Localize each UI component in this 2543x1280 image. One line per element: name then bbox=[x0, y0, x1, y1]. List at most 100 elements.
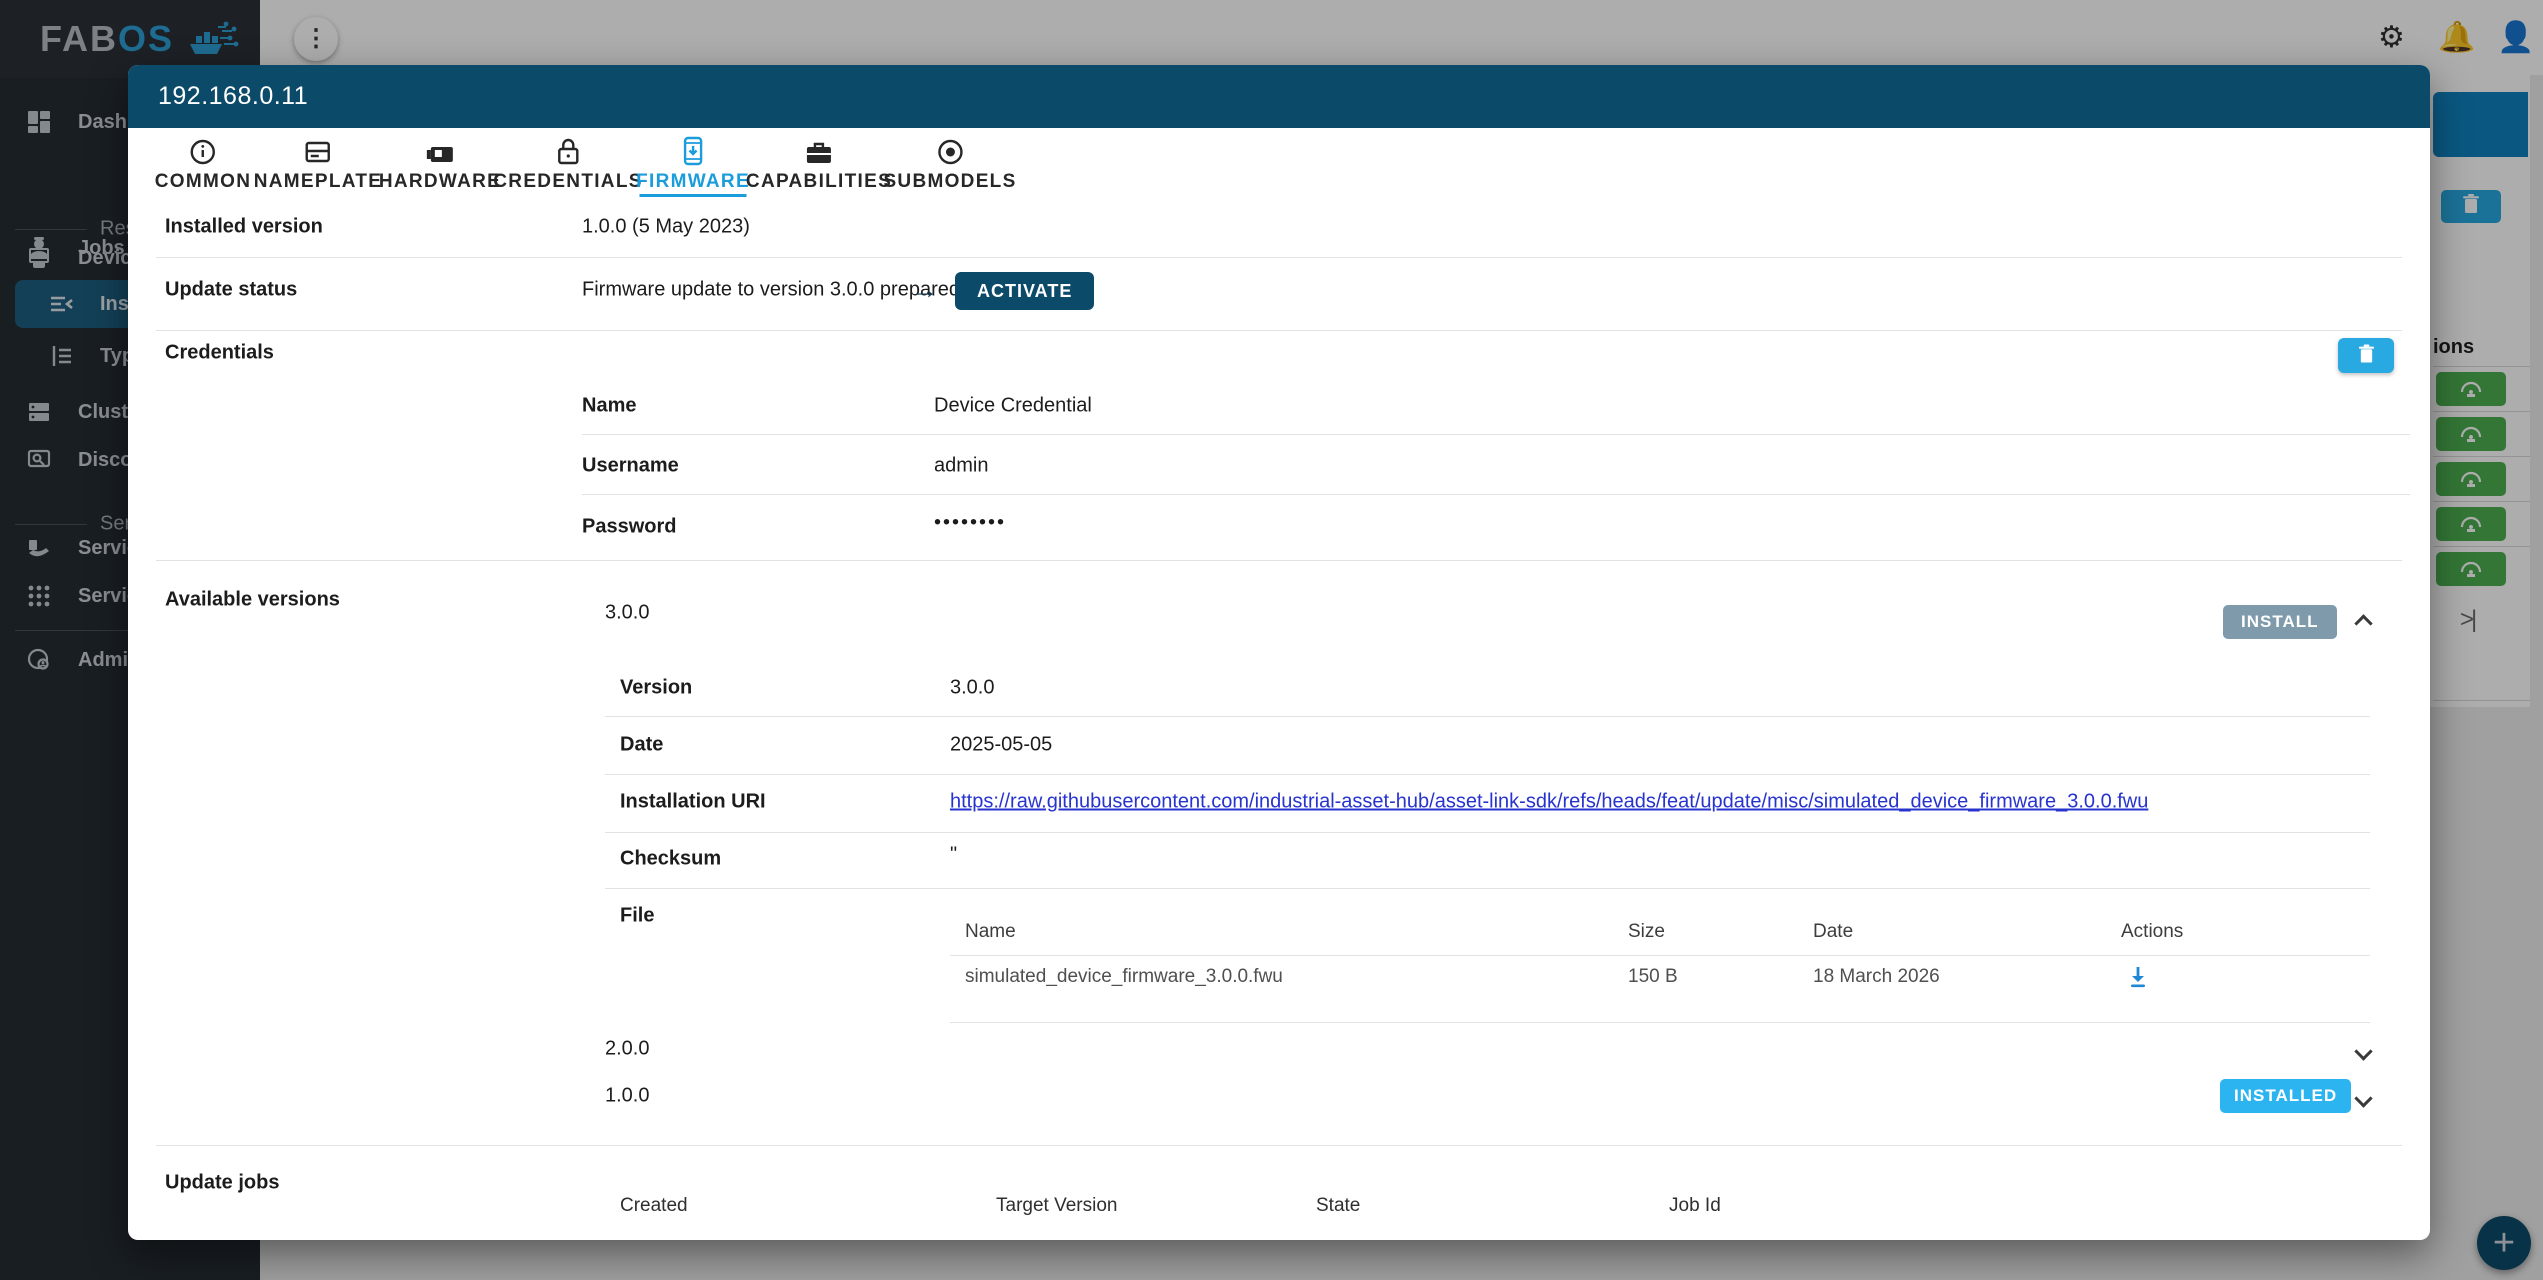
tab-submodels[interactable]: SUBMODELS bbox=[883, 136, 1016, 193]
row-divider bbox=[605, 716, 2370, 717]
top-bar bbox=[0, 0, 2543, 75]
credential-username-value: admin bbox=[934, 454, 989, 477]
services-icon bbox=[25, 582, 53, 610]
table-header-divider bbox=[950, 955, 2370, 956]
service-catalog-icon bbox=[25, 534, 53, 562]
credential-password-label: Password bbox=[582, 515, 677, 538]
installation-uri-label: Installation URI bbox=[620, 790, 766, 813]
credentials-delete-button[interactable] bbox=[2338, 338, 2394, 373]
date-label: Date bbox=[620, 733, 664, 756]
credentials-label: Credentials bbox=[165, 341, 274, 364]
plus-icon: + bbox=[2492, 1221, 2516, 1264]
background-onboard-button[interactable] bbox=[2436, 417, 2506, 451]
download-icon[interactable] bbox=[2128, 966, 2148, 993]
version-row-1.0.0[interactable]: 1.0.0 bbox=[605, 1084, 650, 1107]
background-onboard-button[interactable] bbox=[2436, 462, 2506, 496]
installation-uri-link[interactable]: https://raw.githubusercontent.com/indust… bbox=[950, 790, 2149, 813]
chevron-down-icon[interactable] bbox=[2355, 1088, 2371, 1104]
version-row-2.0.0[interactable]: 2.0.0 bbox=[605, 1037, 650, 1060]
trash-icon bbox=[2462, 194, 2480, 219]
installed-version-value: 1.0.0 (5 May 2023) bbox=[582, 215, 750, 238]
background-onboard-button[interactable] bbox=[2436, 507, 2506, 541]
logo-text: FABOS bbox=[40, 18, 175, 59]
sidebar-item-jobs[interactable]: Jobs bbox=[0, 226, 260, 270]
last-page-icon[interactable]: >| bbox=[2460, 606, 2477, 633]
tab-credentials[interactable]: CREDENTIALS bbox=[493, 136, 642, 193]
jobs-col-state: State bbox=[1316, 1195, 1361, 1216]
install-button[interactable]: INSTALL bbox=[2223, 605, 2337, 639]
arrow-right-icon: → bbox=[911, 274, 938, 305]
background-row-divider bbox=[2433, 366, 2530, 367]
jobs-col-job-id: Job Id bbox=[1669, 1195, 1721, 1216]
logo: FABOS bbox=[0, 0, 260, 78]
background-delete-button[interactable] bbox=[2441, 190, 2501, 223]
table-row-divider bbox=[950, 1022, 2370, 1023]
update-status-value: Firmware update to version 3.0.0 prepare… bbox=[582, 278, 960, 301]
types-icon bbox=[48, 342, 76, 370]
file-col-name: Name bbox=[965, 921, 1016, 942]
tab-common[interactable]: COMMON bbox=[155, 136, 251, 193]
logo-ship-icon bbox=[188, 16, 240, 63]
chevron-down-icon[interactable] bbox=[2355, 1041, 2371, 1057]
background-row-divider bbox=[2433, 411, 2530, 412]
file-label: File bbox=[620, 904, 655, 927]
hardware-icon bbox=[425, 136, 455, 166]
clusters-icon bbox=[25, 398, 53, 426]
jobs-col-target-version: Target Version bbox=[996, 1195, 1118, 1216]
background-onboard-button[interactable] bbox=[2436, 372, 2506, 406]
trash-icon bbox=[2358, 344, 2375, 367]
checksum-value: " bbox=[950, 843, 958, 866]
file-col-actions: Actions bbox=[2121, 921, 2184, 942]
row-divider bbox=[156, 330, 2402, 331]
row-divider bbox=[156, 560, 2402, 561]
tab-nameplate[interactable]: NAMEPLATE bbox=[254, 136, 383, 193]
discovery-icon bbox=[25, 446, 53, 474]
tab-bar: COMMON NAMEPLATE HARDWARE CREDENTIALS FI… bbox=[128, 128, 2430, 200]
credential-password-value: •••••••• bbox=[934, 511, 1007, 534]
version-row-3.0.0[interactable]: 3.0.0 bbox=[605, 601, 650, 624]
background-row-divider bbox=[2433, 456, 2530, 457]
tab-firmware[interactable]: FIRMWARE bbox=[636, 136, 750, 193]
version-label: Version bbox=[620, 676, 693, 699]
admin-icon bbox=[25, 646, 53, 674]
active-tab-indicator bbox=[639, 194, 747, 197]
checksum-label: Checksum bbox=[620, 847, 722, 870]
info-icon bbox=[189, 136, 217, 166]
file-name-cell: simulated_device_firmware_3.0.0.fwu bbox=[965, 966, 1283, 987]
file-size-cell: 150 B bbox=[1628, 966, 1678, 987]
add-device-fab[interactable]: + bbox=[2477, 1216, 2531, 1270]
update-status-label: Update status bbox=[165, 278, 298, 301]
firmware-icon bbox=[682, 136, 704, 166]
gear-icon[interactable]: ⚙ bbox=[2378, 21, 2405, 54]
row-divider bbox=[582, 434, 2410, 435]
kebab-menu-button[interactable]: ⋮ bbox=[294, 17, 338, 61]
tab-hardware[interactable]: HARDWARE bbox=[379, 136, 501, 193]
credential-name-label: Name bbox=[582, 394, 637, 417]
lock-icon bbox=[556, 136, 580, 166]
person-icon[interactable]: 👤 bbox=[2497, 21, 2535, 54]
bell-icon[interactable]: 🔔 bbox=[2438, 21, 2476, 54]
row-divider bbox=[582, 494, 2410, 495]
background-actions-header: ions bbox=[2433, 336, 2475, 358]
nameplate-icon bbox=[304, 136, 332, 166]
dialog-header: 192.168.0.11 bbox=[128, 65, 2430, 128]
available-versions-label: Available versions bbox=[165, 588, 340, 611]
installed-version-label: Installed version bbox=[165, 215, 323, 238]
tab-capabilities[interactable]: CAPABILITIES bbox=[746, 136, 892, 193]
circle-dot-icon bbox=[936, 136, 964, 166]
background-card-divider bbox=[2433, 700, 2530, 701]
background-onboard-button[interactable] bbox=[2436, 552, 2506, 586]
version-value: 3.0.0 bbox=[950, 676, 995, 699]
update-jobs-label: Update jobs bbox=[165, 1171, 280, 1194]
background-row-divider bbox=[2433, 546, 2530, 547]
background-primary-button[interactable] bbox=[2433, 92, 2528, 157]
credential-username-label: Username bbox=[582, 454, 679, 477]
row-divider bbox=[605, 832, 2370, 833]
sidebar-item-admin[interactable]: Admin bbox=[0, 638, 260, 682]
chevron-up-icon[interactable] bbox=[2355, 613, 2371, 629]
devices-icon bbox=[25, 244, 53, 272]
activate-button[interactable]: ACTIVATE bbox=[955, 272, 1095, 310]
date-value: 2025-05-05 bbox=[950, 733, 1053, 756]
row-divider bbox=[156, 257, 2402, 258]
briefcase-icon bbox=[805, 136, 833, 166]
